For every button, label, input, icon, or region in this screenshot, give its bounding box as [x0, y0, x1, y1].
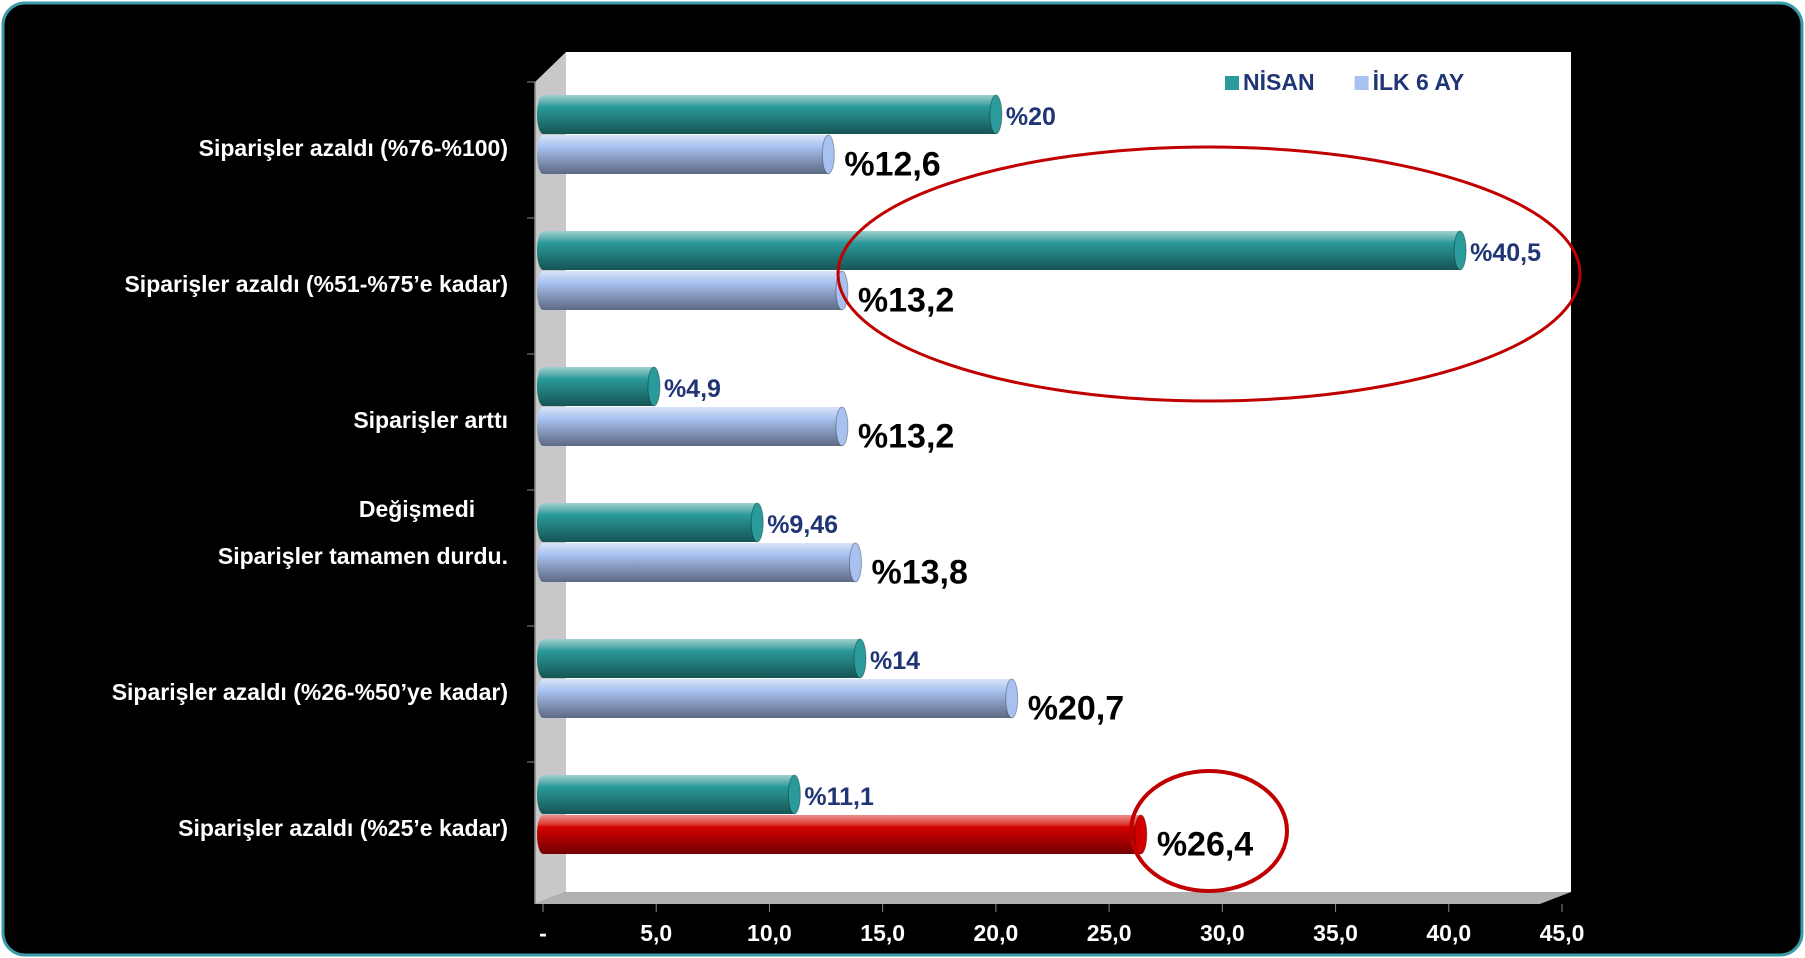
- value-label: %12,6: [844, 145, 940, 183]
- x-tick-label: 20,0: [974, 920, 1019, 946]
- bar: [537, 502, 764, 543]
- highlight-ellipse: [1129, 769, 1289, 893]
- bar: [537, 406, 849, 447]
- legend-label: İLK 6 AY: [1373, 69, 1465, 95]
- y-tick-label: Siparişler azaldı (%76-%100): [199, 135, 508, 161]
- value-label: %20,7: [1028, 689, 1124, 727]
- value-label: %13,2: [858, 417, 954, 455]
- plot-area: [566, 52, 1571, 892]
- value-label: %13,8: [871, 553, 967, 591]
- bar: [537, 638, 867, 679]
- y-tick-label: Siparişler azaldı (%51-%75’e kadar): [124, 271, 508, 297]
- x-tick-label: -: [539, 920, 547, 946]
- value-label: %4,9: [664, 375, 721, 403]
- floor: [535, 892, 1571, 904]
- x-tick-label: 25,0: [1087, 920, 1132, 946]
- value-label: %26,4: [1157, 825, 1253, 863]
- legend-swatch: [1354, 76, 1369, 90]
- bar: [537, 94, 1003, 135]
- value-label: %40,5: [1470, 239, 1541, 267]
- y-tick-label: Siparişler arttı: [353, 407, 508, 433]
- bar: [537, 814, 1148, 855]
- highlight-ellipse: [836, 145, 1582, 403]
- bar: [537, 270, 849, 311]
- legend-label: NİSAN: [1243, 69, 1315, 95]
- x-tick-label: 15,0: [860, 920, 905, 946]
- value-label: %11,1: [804, 783, 874, 811]
- bar: [537, 230, 1467, 271]
- x-tick-label: 10,0: [747, 920, 792, 946]
- x-tick-label: 30,0: [1200, 920, 1245, 946]
- x-tick-label: 5,0: [640, 920, 672, 946]
- legend-swatch: [1225, 76, 1239, 90]
- annotation: Değişmedi: [359, 496, 475, 522]
- y-tick-label: Siparişler tamamen durdu.: [218, 543, 508, 569]
- y-tick-label: Siparişler azaldı (%26-%50’ye kadar): [112, 679, 508, 705]
- bar: [537, 366, 661, 407]
- x-tick-label: 35,0: [1313, 920, 1358, 946]
- value-label: %14: [870, 647, 920, 675]
- bar: [537, 542, 862, 583]
- x-tick-label: 45,0: [1540, 920, 1585, 946]
- x-tick-label: 40,0: [1426, 920, 1471, 946]
- value-label: %20: [1006, 103, 1056, 131]
- value-label: %9,46: [767, 511, 838, 539]
- bar: [537, 678, 1019, 719]
- bar: [537, 134, 835, 175]
- value-label: %13,2: [858, 281, 954, 319]
- bar: [537, 774, 801, 815]
- y-tick-label: Siparişler azaldı (%25’e kadar): [178, 815, 508, 841]
